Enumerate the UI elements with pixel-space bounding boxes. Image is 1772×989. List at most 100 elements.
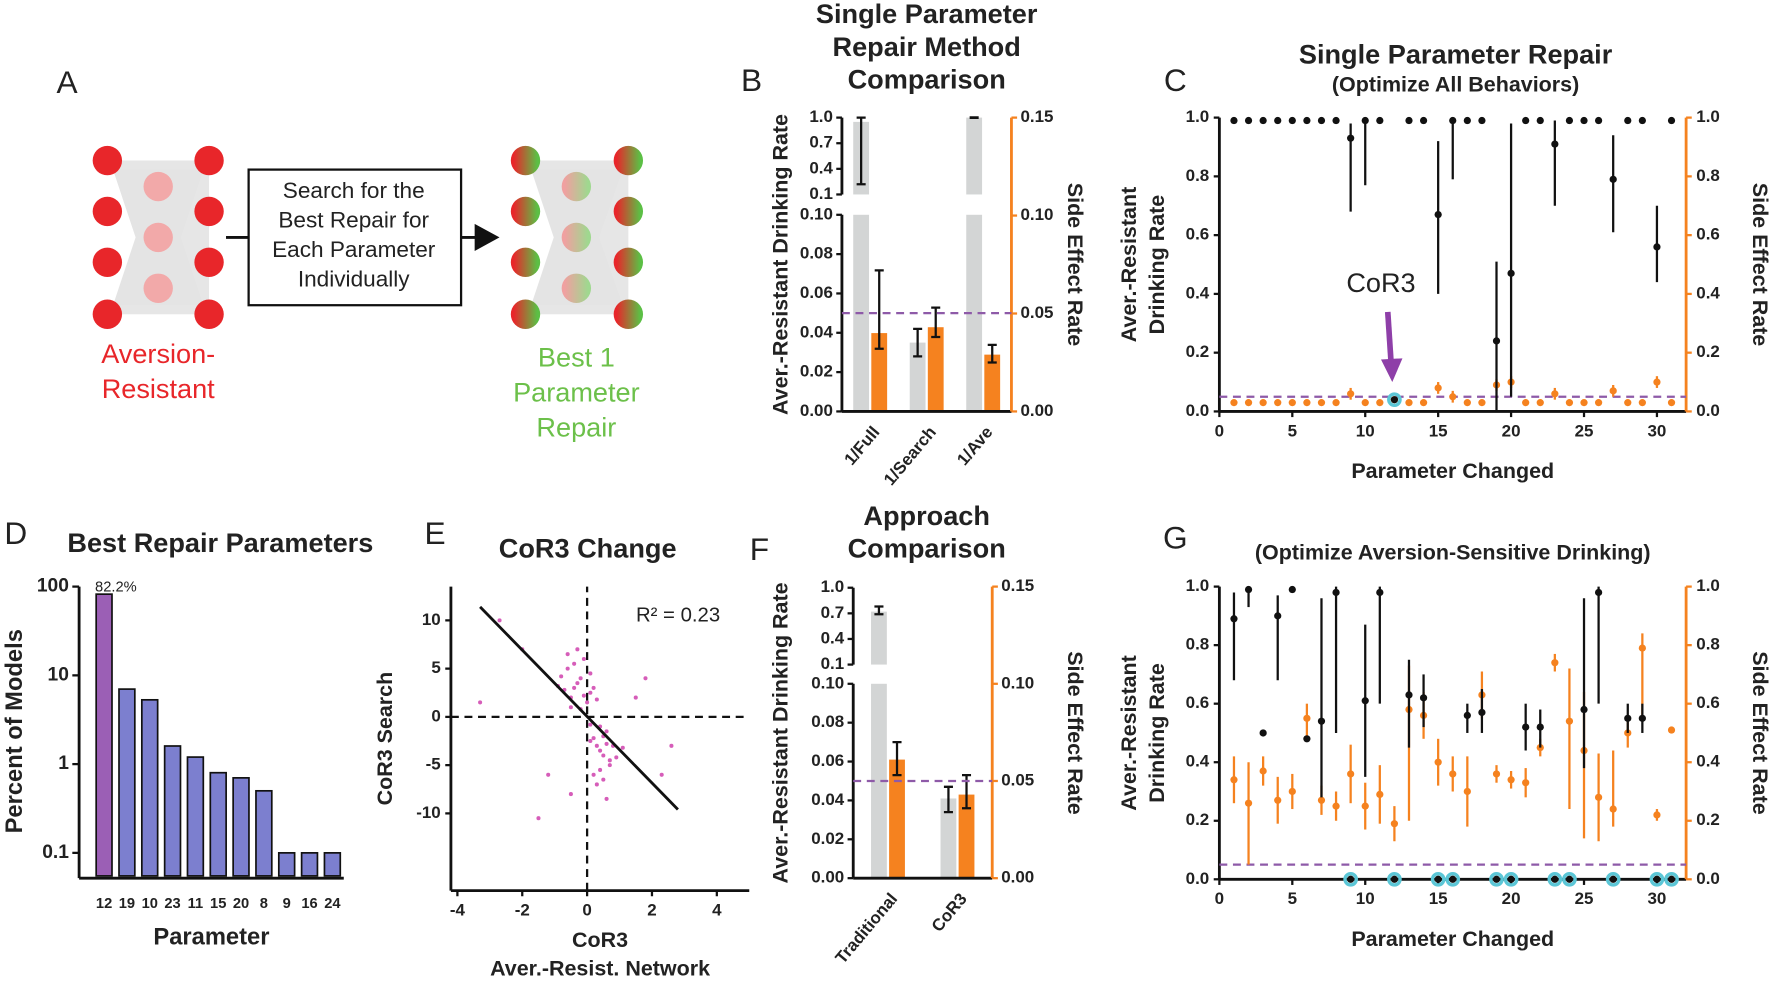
point: [536, 816, 541, 821]
y2-tick-label: 0.10: [1001, 673, 1034, 692]
x-tick-label: 11: [188, 896, 204, 912]
error-bar: [874, 605, 884, 616]
left-label: Resistant: [102, 373, 215, 404]
point: [1565, 717, 1574, 725]
y2-tick-label: 0.0: [1696, 401, 1720, 420]
highlight-ring: [1649, 871, 1665, 887]
bar: [871, 611, 887, 879]
point: [1332, 588, 1340, 597]
y-tick-label: 0.1: [42, 842, 69, 863]
bar: [871, 333, 888, 412]
point: [1638, 399, 1646, 407]
bar: [277, 852, 296, 877]
bar: [118, 688, 136, 877]
y2-tick-label: 0.2: [1696, 810, 1720, 829]
x-tick-label: 0: [1215, 421, 1224, 440]
point: [1536, 399, 1544, 407]
point: [591, 736, 596, 741]
x-axis-label: Aver.-Resist. Network: [490, 956, 710, 980]
point: [1376, 790, 1384, 799]
y2-tick-label: 0.15: [1001, 576, 1034, 595]
point: [594, 743, 599, 748]
y2-axis-label: Side Effect Rate: [1063, 183, 1087, 347]
bar: [853, 121, 870, 412]
point: [1259, 399, 1267, 407]
point: [1507, 776, 1515, 784]
right-network: [510, 145, 644, 329]
point: [1609, 387, 1617, 395]
y-axis-label: Aver.-Resistant Drinking Rate: [769, 582, 793, 883]
point: [588, 722, 593, 727]
point: [1244, 116, 1253, 125]
chart-subtitle: (Optimize Aversion-Sensitive Drinking): [1255, 541, 1651, 565]
point: [1390, 396, 1399, 404]
point: [1478, 708, 1486, 717]
point: [1274, 612, 1282, 620]
point: [1449, 116, 1457, 125]
y-tick-label: 5: [431, 658, 440, 677]
y-tick-label: 0.6: [1186, 693, 1210, 712]
highlight-ring: [1430, 871, 1446, 887]
point: [1230, 615, 1238, 623]
point: [1507, 875, 1515, 883]
point: [1565, 875, 1574, 883]
point: [1390, 820, 1399, 828]
y-tick-label: -5: [426, 755, 441, 774]
panel-letter: G: [1163, 520, 1188, 556]
point: [1609, 875, 1617, 883]
point: [1449, 875, 1457, 883]
bar: [95, 593, 113, 877]
right-label: Best 1: [538, 342, 615, 373]
point: [568, 705, 573, 710]
axis-break: [844, 664, 990, 684]
y2-tick-label: 0.4: [1696, 283, 1720, 302]
highlight-ring: [1547, 871, 1563, 887]
point: [1551, 140, 1559, 148]
x-tick-label: 25: [1575, 421, 1594, 440]
highlight-ring: [1503, 871, 1519, 887]
x-tick-label: 15: [210, 896, 226, 912]
point: [572, 661, 577, 666]
y2-tick-label: 0.05: [1001, 770, 1034, 789]
point: [1653, 811, 1661, 819]
fit-line: [479, 605, 679, 811]
point: [1653, 243, 1661, 251]
x-tick-label: 1/Full: [840, 423, 883, 469]
point: [1390, 875, 1399, 883]
x-tick-label: 15: [1429, 421, 1448, 440]
y2-axis-label: Side Effect Rate: [1748, 651, 1772, 815]
y-axis-label: Percent of Models: [2, 629, 28, 833]
point: [565, 666, 570, 671]
y-tick-label: 0.10: [811, 673, 844, 692]
point: [1434, 758, 1442, 766]
point: [1405, 116, 1413, 125]
y-tick-label: 0.06: [800, 283, 833, 302]
highlight-ring: [1605, 871, 1621, 887]
y-tick-label: 0.00: [811, 868, 844, 887]
point: [601, 753, 606, 758]
bar: [966, 117, 983, 412]
point: [575, 647, 580, 652]
panel-letter: D: [4, 515, 27, 551]
y-tick-label: 0.04: [800, 322, 834, 341]
y-tick-label: 0.2: [1186, 810, 1210, 829]
annotation-arrow: [1384, 311, 1394, 365]
y-tick-label: 0.06: [811, 751, 844, 770]
point: [1551, 390, 1559, 398]
y2-tick-label: 0.15: [1020, 107, 1053, 126]
box-text: Search for the Best Repair for Each Para…: [272, 178, 436, 291]
chart-title: Approach: [863, 500, 990, 531]
y2-tick-label: 1.0: [1696, 107, 1720, 126]
point: [1361, 697, 1369, 705]
highlight-ring: [1489, 871, 1504, 887]
error-bar: [913, 327, 923, 358]
point: [1347, 770, 1355, 778]
bar: [940, 798, 957, 879]
point: [1522, 116, 1530, 125]
point: [1463, 116, 1471, 125]
point: [1288, 585, 1296, 594]
point: [1274, 116, 1282, 125]
point: [591, 685, 596, 690]
point: [598, 767, 603, 773]
y-tick-label: 0.02: [811, 829, 844, 848]
